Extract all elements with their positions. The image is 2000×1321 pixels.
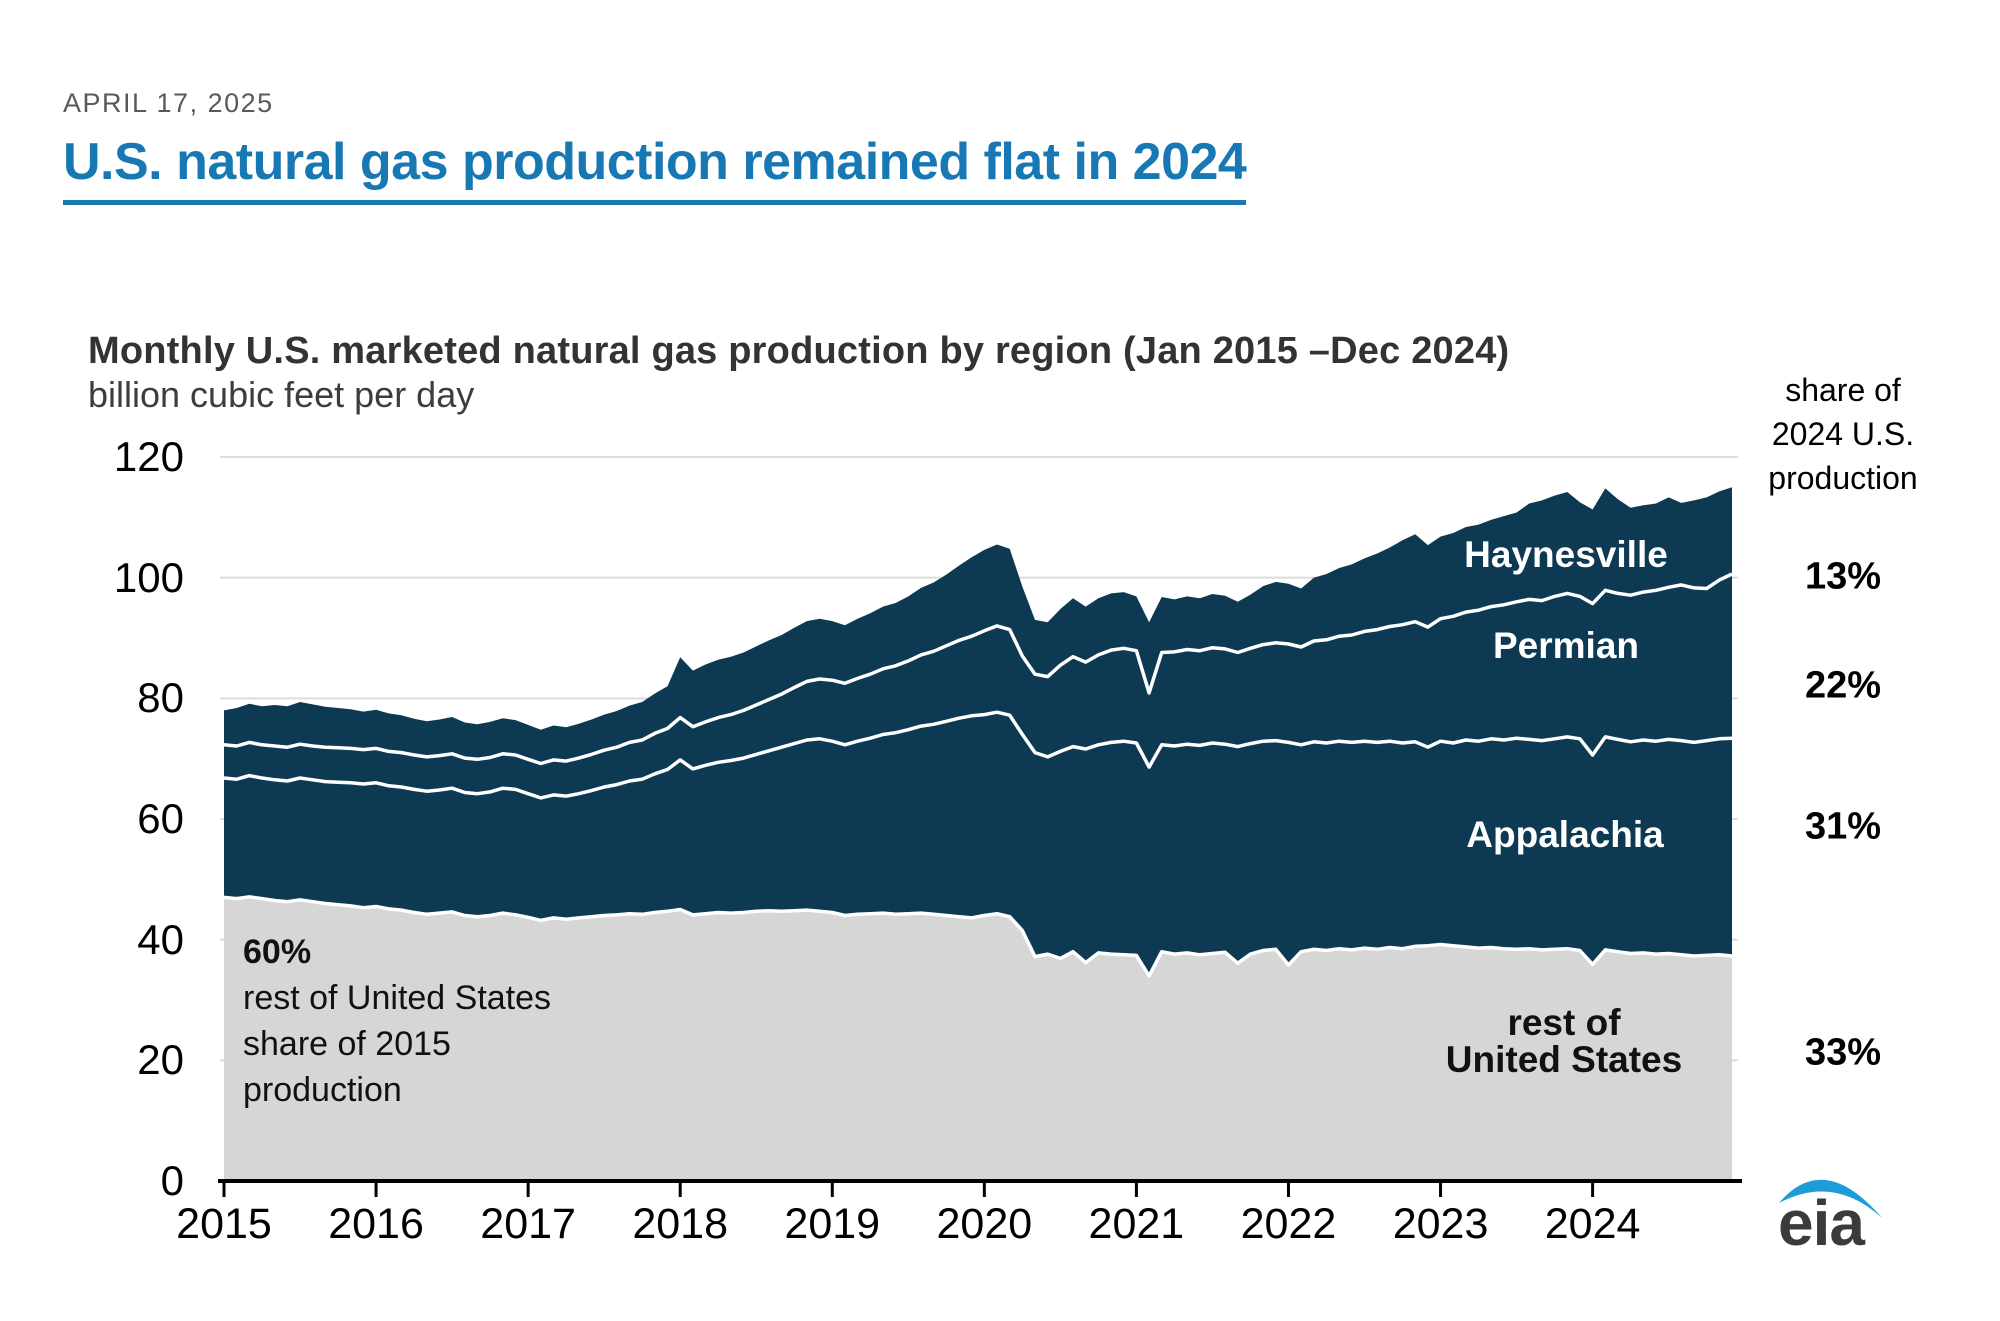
y-tick-label-120: 120 [113, 433, 184, 480]
x-tick-label-2023: 2023 [1392, 1200, 1489, 1248]
annotation-percent: 60% [243, 933, 312, 971]
x-tick-label-2017: 2017 [480, 1200, 576, 1248]
x-tick-label-2016: 2016 [328, 1200, 424, 1248]
share-value-rest-of-us: 33% [1804, 1031, 1882, 1074]
annotation-text: rest of United States share of 2015 prod… [243, 979, 552, 1109]
series-label-haynesville: Haynesville [1464, 534, 1668, 575]
x-tick-label-2024: 2024 [1544, 1200, 1641, 1248]
share-column-header: share of 2024 U.S. production [1768, 372, 1918, 496]
divider-appalachia-top [223, 710, 1733, 800]
share-value-haynesville: 13% [1804, 555, 1882, 598]
x-tick-label-2019: 2019 [784, 1200, 881, 1248]
eia-logo[interactable]: eia [1772, 1178, 1892, 1268]
chart-title: Monthly U.S. marketed natural gas produc… [88, 330, 1510, 372]
y-tick-label-20: 20 [137, 1036, 184, 1084]
share-value-appalachia: 31% [1804, 805, 1882, 848]
eia-swoosh-icon [1779, 1179, 1882, 1218]
divider-rest-top [223, 895, 1733, 978]
series-label-rest-of-us: rest of United States [1445, 1002, 1683, 1080]
x-tick-label-2021: 2021 [1088, 1200, 1185, 1248]
y-tick-label-0: 0 [160, 1157, 184, 1204]
y-tick-label-60: 60 [137, 795, 184, 842]
series-label-permian: Permian [1492, 625, 1640, 666]
share-value-permian: 22% [1804, 664, 1882, 707]
divider-permian-top [223, 572, 1733, 766]
annotation-2015-share: 60% rest of United States share of 2015 … [243, 929, 551, 1113]
article-title-link[interactable]: U.S. natural gas production remained fla… [63, 132, 1247, 205]
y-tick-label-100: 100 [113, 553, 184, 601]
y-tick-label-40: 40 [137, 915, 184, 963]
x-tick-label-2022: 2022 [1240, 1200, 1337, 1248]
x-tick-label-2018: 2018 [632, 1200, 729, 1248]
y-tick-label-80: 80 [137, 674, 184, 722]
publication-date: APRIL 17, 2025 [63, 88, 274, 118]
area-rest-of-us [224, 896, 1732, 1181]
y-axis-unit-label: billion cubic feet per day [88, 374, 475, 415]
eia-logo-text: eia [1778, 1187, 1865, 1259]
series-label-appalachia: Appalachia [1466, 814, 1664, 855]
x-tick-label-2020: 2020 [936, 1200, 1033, 1248]
x-tick-label-2015: 2015 [176, 1200, 272, 1248]
